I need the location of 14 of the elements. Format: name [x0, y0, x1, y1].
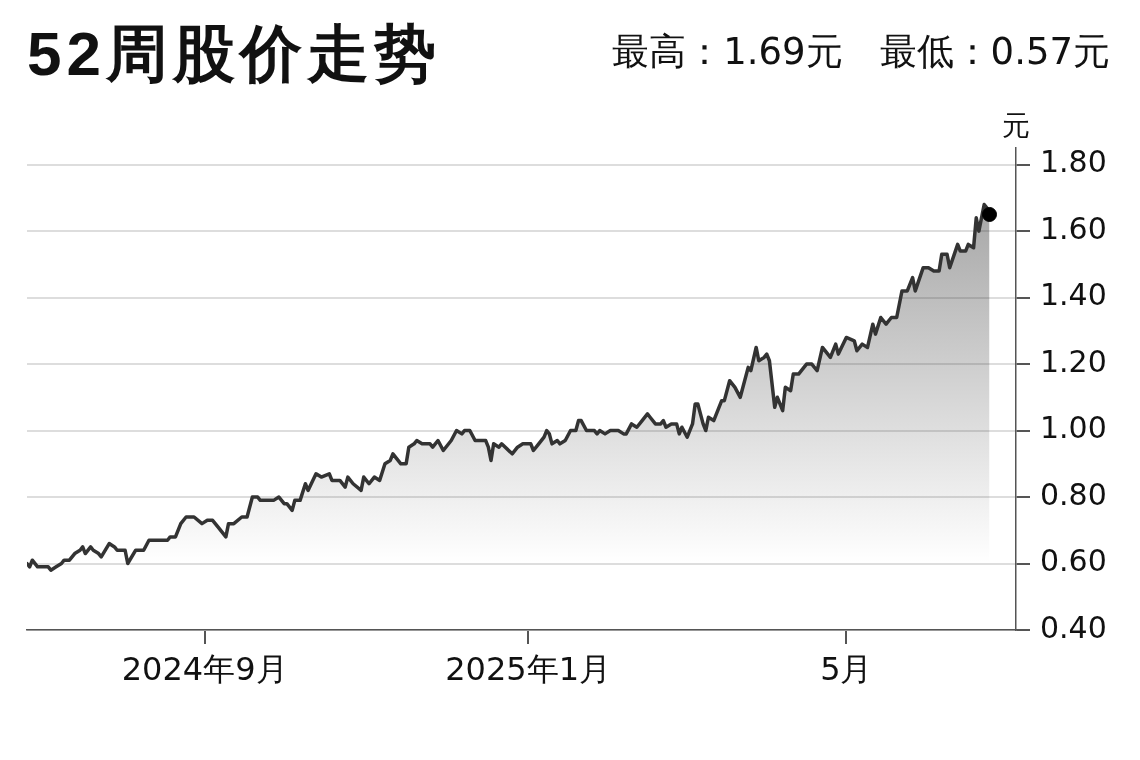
y-tick-label: 1.00	[1040, 410, 1107, 446]
chart-subtitle: 最高：1.69元 最低：0.57元	[612, 30, 1110, 75]
y-tick-label: 1.20	[1040, 343, 1107, 379]
x-tick-label: 2025年1月	[445, 649, 612, 688]
x-tick-label: 5月	[820, 649, 873, 688]
y-tick-label: 0.80	[1040, 476, 1107, 512]
y-axis-title: 元	[1002, 109, 1030, 143]
y-tick-label: 0.40	[1040, 609, 1107, 645]
chart-title: 52周股价走势	[27, 18, 441, 90]
y-tick-label: 1.80	[1040, 144, 1107, 180]
y-tick-label: 1.60	[1040, 210, 1107, 246]
x-tick-label: 2024年9月	[121, 649, 288, 688]
y-tick-label: 1.40	[1040, 277, 1107, 313]
y-tick-label: 0.60	[1040, 543, 1107, 579]
